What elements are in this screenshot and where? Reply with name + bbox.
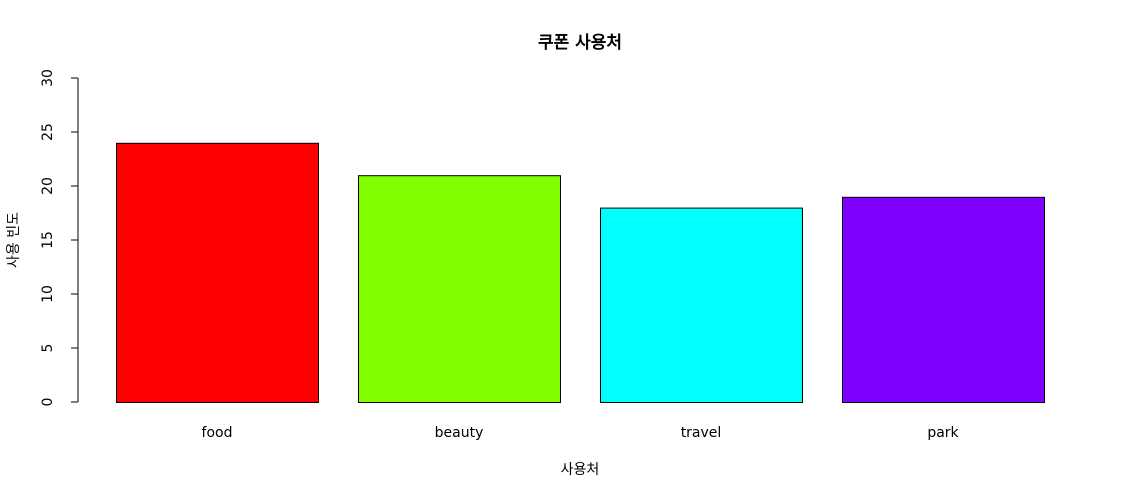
category-labels: food beauty travel park <box>202 425 960 441</box>
y-tick-label: 10 <box>40 285 56 303</box>
y-tick-label: 30 <box>40 69 56 87</box>
chart-title: 쿠폰 사용처 <box>538 33 622 53</box>
y-tick-label: 25 <box>40 123 56 141</box>
bar-park <box>842 196 1045 403</box>
y-axis: 0 5 10 15 20 25 30 <box>40 69 79 407</box>
x-tick-label: park <box>927 425 959 441</box>
y-tick-label: 5 <box>40 344 56 353</box>
bar-beauty <box>358 175 561 403</box>
x-tick-label: travel <box>681 425 722 441</box>
y-tick-label: 20 <box>40 177 56 195</box>
x-axis-label: 사용처 <box>561 462 600 478</box>
y-axis-label: 사용 빈도 <box>6 212 22 268</box>
x-tick-label: food <box>202 425 233 441</box>
bar-food <box>116 142 319 404</box>
bars-group <box>116 142 1045 404</box>
x-tick-label: beauty <box>435 425 484 441</box>
y-tick-label: 0 <box>40 398 56 407</box>
y-tick-label: 15 <box>40 231 56 249</box>
bar-travel <box>600 207 803 403</box>
